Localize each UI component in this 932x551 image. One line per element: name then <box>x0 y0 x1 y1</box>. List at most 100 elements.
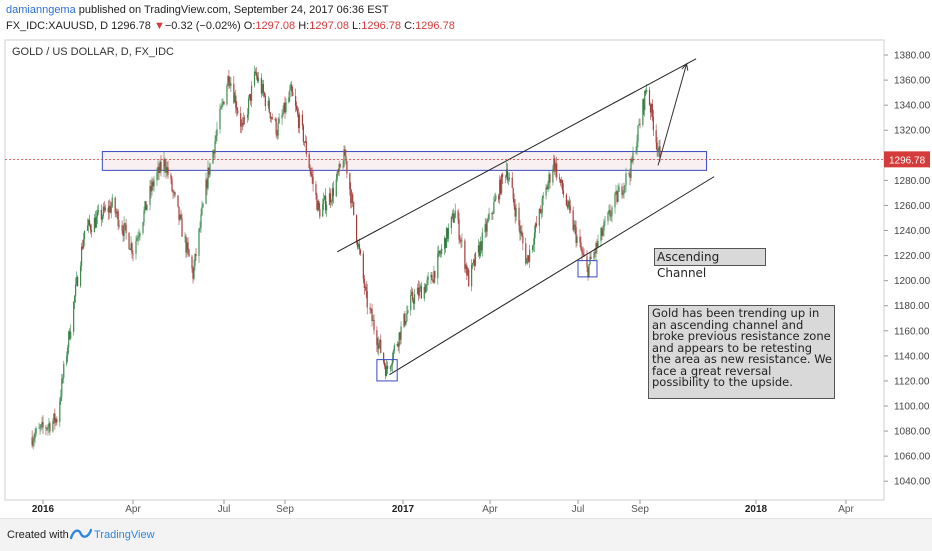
price-chart[interactable]: GOLD / US DOLLAR, D, FX_IDC 2016 Apr Jul Se… <box>0 38 932 518</box>
candle-body <box>207 167 209 189</box>
candle-body <box>344 149 346 156</box>
channel-label-box: Ascending Channel <box>654 248 766 280</box>
candle-body <box>152 181 154 187</box>
candle-body <box>188 249 190 257</box>
candle-body <box>277 123 279 136</box>
candle-body <box>403 313 405 327</box>
last-price-label: 1296.78 <box>889 155 926 166</box>
candle-body <box>209 163 211 175</box>
candle-body <box>568 201 570 207</box>
candle-body <box>292 91 294 97</box>
candle-body <box>200 214 202 228</box>
candle-body <box>253 71 256 86</box>
candle-body <box>579 236 581 243</box>
candle-body <box>499 179 501 200</box>
candle-body <box>419 286 421 288</box>
candle-body <box>185 236 187 253</box>
candle-body <box>399 332 401 340</box>
candle-body <box>89 224 92 231</box>
candle-body <box>405 321 407 325</box>
candle-body <box>614 193 616 208</box>
candle-body <box>411 291 413 295</box>
candle-body <box>425 284 427 293</box>
candle-body <box>158 166 160 173</box>
candles <box>31 65 661 450</box>
candle-body <box>67 347 69 356</box>
candle-body <box>226 85 228 105</box>
candle-body <box>635 150 637 153</box>
candle-body <box>440 253 442 255</box>
channel-lower-line <box>389 176 715 376</box>
candle-body <box>248 94 251 99</box>
candle-body <box>195 253 197 256</box>
candle-body <box>285 102 287 113</box>
candle-body <box>431 274 433 281</box>
candle-body <box>413 300 415 304</box>
candle-body <box>230 83 232 86</box>
candle-body <box>111 197 113 207</box>
y-tick-label: 1100.00 <box>894 401 930 412</box>
ohlc-low-label: L: <box>352 20 362 32</box>
candle-body <box>430 274 432 278</box>
candle-body <box>153 180 155 187</box>
projection-arrow-line <box>657 63 688 166</box>
candle-body <box>343 149 345 167</box>
candle-body <box>446 228 449 239</box>
candle-body <box>214 141 216 154</box>
candle-body <box>369 307 371 310</box>
candle-body <box>365 286 367 292</box>
candle-body <box>659 146 661 160</box>
candle-body <box>611 207 613 216</box>
candle-body <box>624 185 626 186</box>
candle-body <box>559 179 562 183</box>
candle-body <box>260 77 262 94</box>
candle-body <box>345 155 347 162</box>
candle-body <box>39 427 41 429</box>
candle-body <box>501 174 504 177</box>
candle-body <box>222 101 224 104</box>
candle-body <box>62 377 64 379</box>
candle-body <box>602 230 604 236</box>
candle-body <box>511 177 513 188</box>
highlight-box <box>376 359 398 382</box>
candle-body <box>412 291 414 301</box>
candle-body <box>453 218 455 223</box>
candle-body <box>393 345 395 351</box>
x-tick-label: Apr <box>482 504 498 515</box>
resistance-zone-rect <box>101 151 708 171</box>
candle-body <box>603 221 605 231</box>
candle-body <box>45 427 47 429</box>
chart-title: GOLD / US DOLLAR, D, FX_IDC <box>12 46 174 58</box>
candle-body <box>464 240 466 269</box>
candle-body <box>546 187 548 190</box>
candle-body <box>247 98 250 115</box>
candle-body <box>637 125 639 142</box>
candle-body <box>93 217 96 233</box>
candle-body <box>349 173 351 190</box>
candle-body <box>540 212 542 214</box>
candle-body <box>319 208 321 217</box>
tradingview-link[interactable]: TradingView <box>94 529 155 541</box>
channel-label: Ascending Channel <box>657 250 720 280</box>
candle-body <box>468 269 470 287</box>
author-link[interactable]: damianngema <box>6 4 76 16</box>
candle-body <box>526 261 528 264</box>
candle-body <box>434 271 436 279</box>
candle-body <box>276 134 278 136</box>
candle-body <box>40 424 42 428</box>
candle-body <box>622 193 624 195</box>
candle-body <box>451 213 453 217</box>
candle-body <box>32 440 34 446</box>
candle-body <box>42 421 44 428</box>
candle-body <box>416 287 419 295</box>
candle-body <box>559 177 561 180</box>
candle-body <box>427 277 429 280</box>
candle-body <box>522 235 524 244</box>
candle-body <box>330 201 333 203</box>
candle-body <box>384 362 386 367</box>
candle-body <box>208 167 210 175</box>
candle-body <box>244 117 246 119</box>
candle-body <box>525 243 527 264</box>
candle-body <box>219 108 221 130</box>
candle-body <box>485 224 487 232</box>
